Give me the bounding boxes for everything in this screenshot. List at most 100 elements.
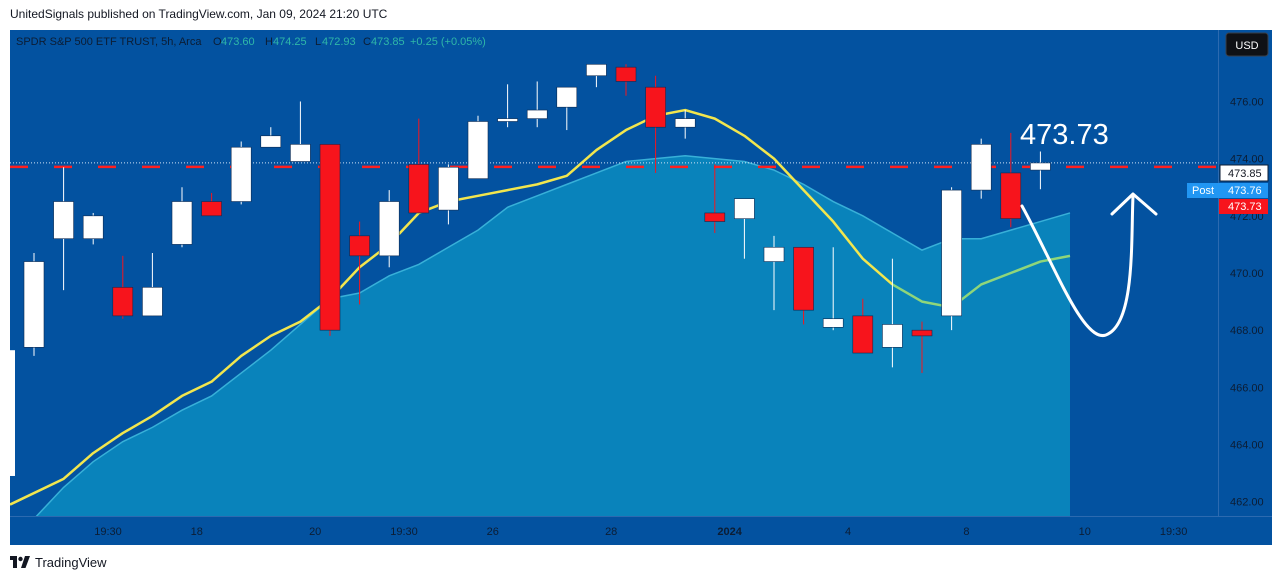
price-labels: 473.85 Post 473.76 473.73 [1187,164,1269,214]
legend-low-label: L [315,36,321,48]
projection-layer [1020,192,1158,338]
candle-body [497,118,518,122]
candle[interactable] [793,246,814,325]
candle-body [911,329,933,337]
price-annotation: 473.73 [1020,119,1109,151]
candle-body [438,166,459,211]
candle[interactable] [230,141,252,205]
candle[interactable] [438,164,459,225]
legend-high-label: H [265,36,273,48]
candle[interactable] [171,187,193,248]
candle-body [171,201,193,245]
y-tick-label: 462.00 [1230,497,1264,509]
projection-arrowhead [1110,192,1158,216]
x-tick-label: 10 [1079,526,1091,538]
y-tick-label: 466.00 [1230,382,1264,394]
candle-body [970,144,992,191]
candle[interactable] [260,127,282,148]
candle[interactable] [290,101,311,162]
candle[interactable] [1000,132,1022,228]
legend-close-label: C [363,36,371,48]
projection-curve [1020,194,1135,338]
candle[interactable] [882,258,903,368]
candle[interactable] [941,187,962,331]
y-tick-label: 464.00 [1230,440,1264,452]
ohlc-legend: SPDR S&P 500 ETF TRUST, 5h, Arca O 473.6… [16,36,486,48]
right-axis-panel [1218,30,1272,516]
candle[interactable] [349,221,370,305]
candle[interactable] [497,84,518,128]
x-tick-label: 26 [487,526,499,538]
candle[interactable] [201,192,222,217]
area-outline [35,155,1071,516]
candle[interactable] [526,81,548,128]
red-price-label: 473.73 [1228,201,1262,213]
candle[interactable] [911,321,933,374]
currency-button-label[interactable]: USD [1235,40,1258,52]
candle-body [408,164,430,214]
candles-layer[interactable] [10,64,1051,476]
x-tick-label: 20 [309,526,321,538]
candle[interactable] [112,255,134,319]
legend-close-value: 473.85 [371,36,405,48]
brand-name: TradingView [35,555,107,570]
candle[interactable] [319,144,341,336]
candle[interactable] [645,75,666,173]
post-tag-label: Post [1192,185,1214,197]
candle[interactable] [674,110,696,139]
candle[interactable] [53,167,74,291]
candle[interactable] [23,252,45,356]
candle[interactable] [734,198,755,259]
post-price-label: 473.76 [1228,185,1262,197]
y-tick-label: 474.00 [1230,154,1264,166]
legend-open-value: 473.60 [221,36,255,48]
candle[interactable] [467,115,489,179]
x-tick-label: 8 [963,526,969,538]
candle-body [941,189,962,317]
y-tick-label: 476.00 [1230,96,1264,108]
tradingview-logo-icon [10,555,30,568]
candle-body [1000,172,1022,219]
last-price-label: 473.85 [1228,168,1262,180]
x-axis: 19:30 18 20 19:30 26 28 2024 4 8 10 19:30 [94,526,1187,538]
candle-body [349,235,370,257]
candle-body [852,315,874,354]
y-tick-label: 468.00 [1230,325,1264,337]
candle[interactable] [556,86,578,131]
candle[interactable] [852,298,874,354]
candle[interactable] [1030,151,1051,190]
currency-button[interactable]: USD [1225,32,1269,57]
y-axis: 462.00464.00466.00468.00470.00472.00474.… [1230,96,1264,508]
candle-body [260,135,282,148]
x-tick-label: 19:30 [94,526,122,538]
candle[interactable] [586,64,607,88]
last-price-box [1219,164,1269,182]
candle[interactable] [82,212,104,245]
candle[interactable] [970,138,992,199]
candle-body [23,261,45,348]
candle[interactable] [615,64,637,96]
candle-body [882,324,903,348]
candle[interactable] [408,118,430,214]
candle[interactable] [378,190,400,268]
candle-body [793,246,814,311]
candle[interactable] [142,252,163,317]
x-tick-label: 18 [191,526,203,538]
candle-body [201,201,222,217]
x-tick-label: 19:30 [390,526,418,538]
candle[interactable] [763,235,785,311]
y-tick-label: 470.00 [1230,268,1264,280]
candle[interactable] [704,164,726,233]
post-price-box [1219,183,1268,198]
volume-area [34,155,1071,516]
candle-body [319,144,341,331]
tradingview-brand[interactable]: TradingView [10,555,107,570]
candle-body [53,201,74,239]
x-tick-label: 2024 [717,526,742,538]
legend-open-label: O [213,36,222,48]
publisher-header: UnitedSignals published on TradingView.c… [10,7,388,21]
x-tick-label: 19:30 [1160,526,1188,538]
candle-body [615,66,637,82]
candle[interactable] [822,247,844,331]
